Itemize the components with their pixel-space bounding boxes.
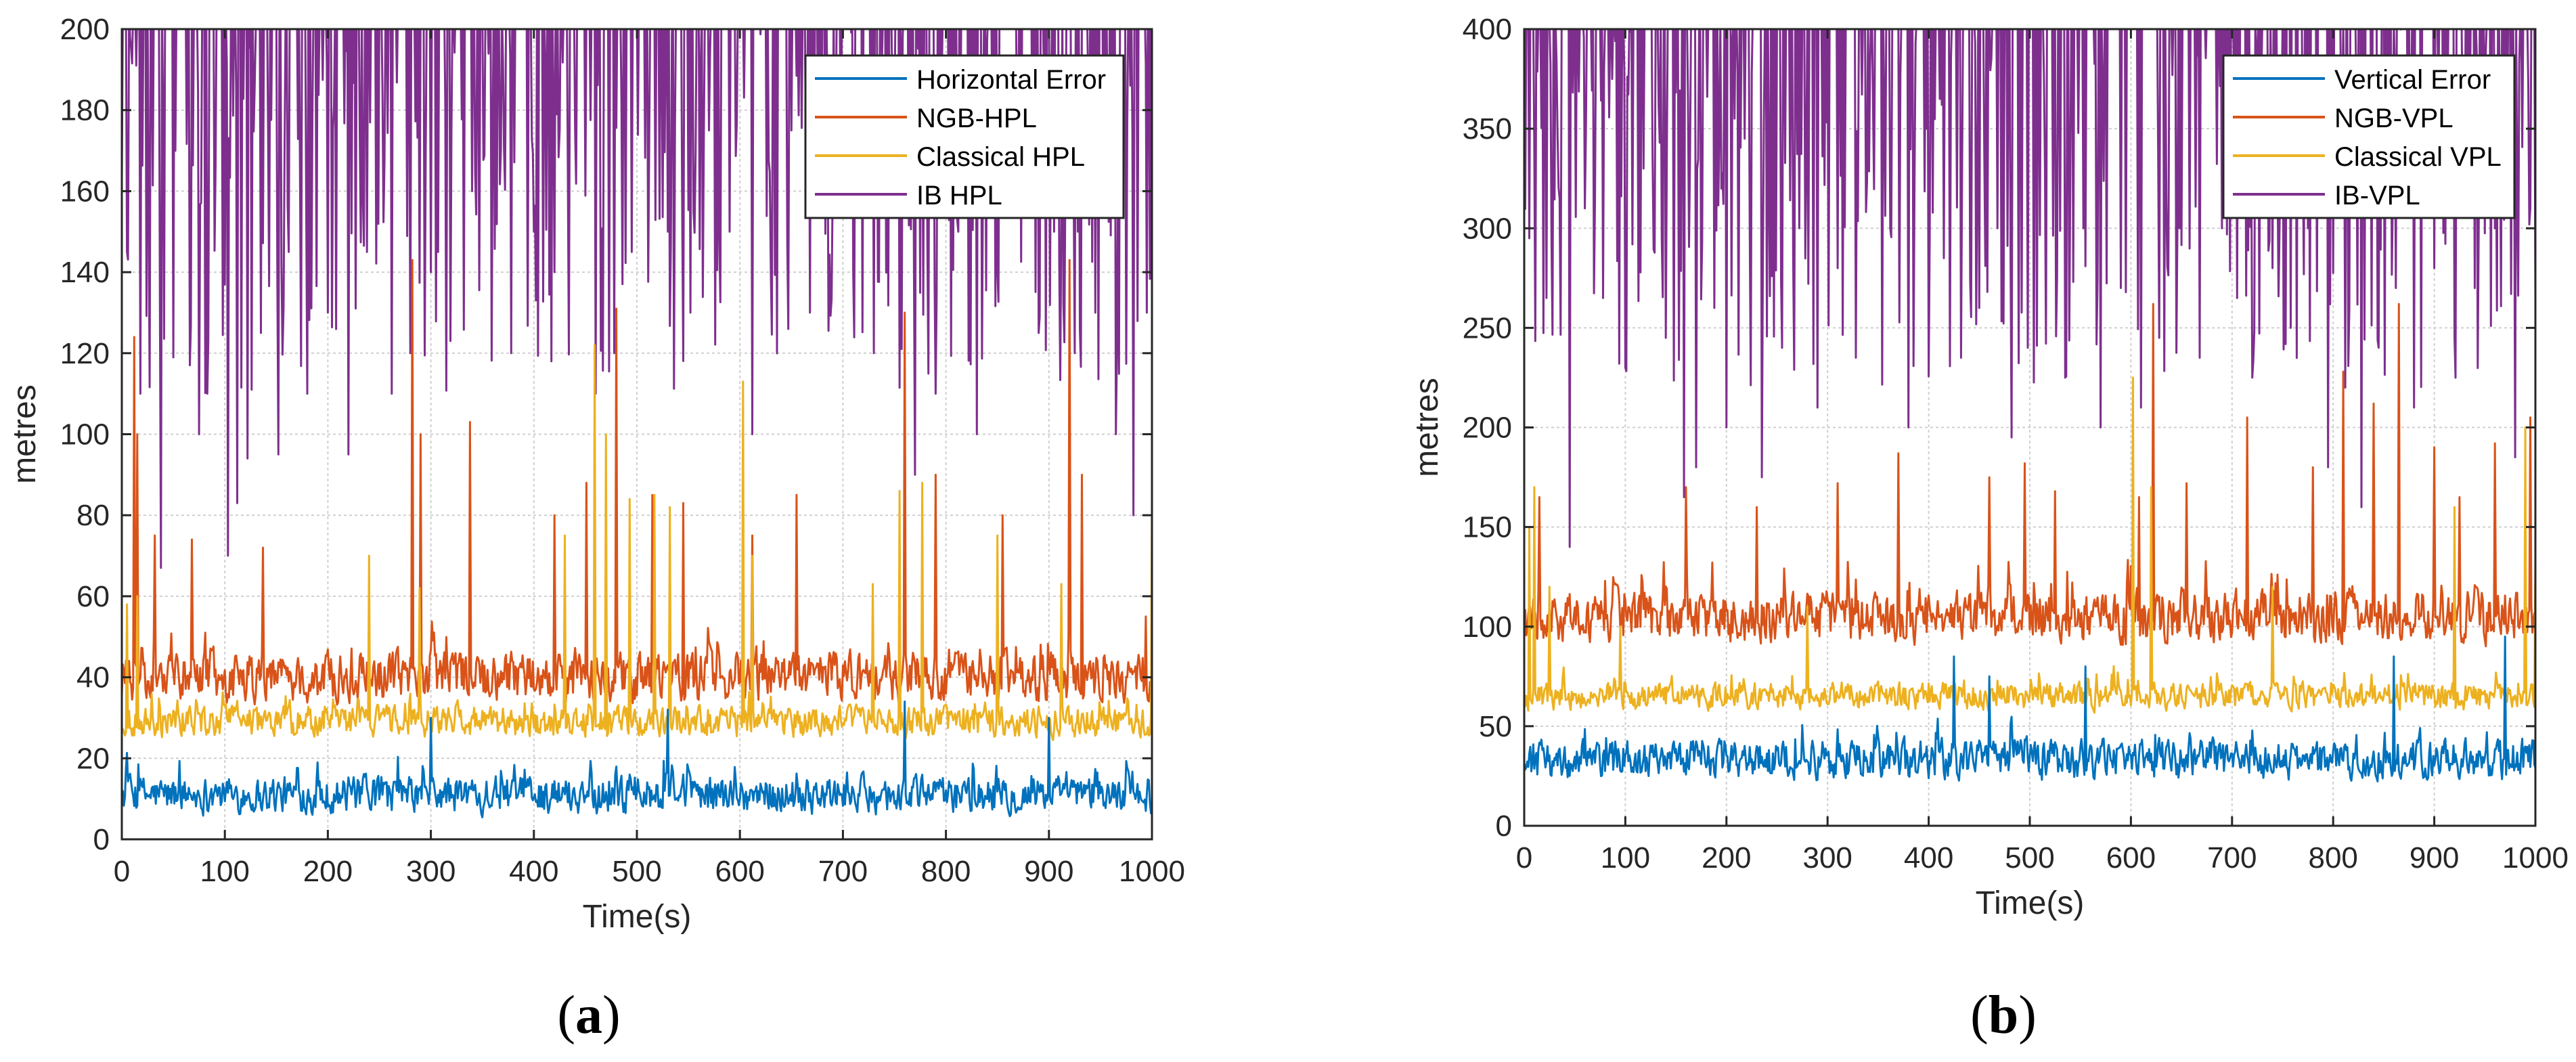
legend: Vertical Error NGB-VPL Classical VPL IB-VPL [2222,54,2516,219]
y-tick-label: 180 [60,94,110,127]
y-tick-label: 100 [1463,611,1512,644]
chart-b: 0 100 200 300 400 500 600 700 800 900 1000 0 50 100 15… [1409,13,2569,921]
y-axis-label: metres [1409,378,1445,477]
x-tick-label: 900 [1024,855,1073,888]
series-line-classical-vpl [1524,376,2535,714]
series-line-ngb-vpl [1524,303,2535,648]
x-tick-label: 1000 [2502,841,2569,875]
legend-entry-label: Vertical Error [2334,65,2491,95]
x-tick-label: 900 [2410,841,2459,875]
x-tick-label: 1000 [1119,855,1185,888]
y-tick-label: 350 [1463,112,1512,146]
y-tick-label: 120 [60,337,110,370]
y-tick-label: 50 [1479,710,1512,743]
y-tick-label: 160 [60,175,110,208]
chart-a: 0 100 200 300 400 500 600 700 800 900 1000 0 20 40 60 8… [7,13,1185,935]
x-tick-label: 0 [1516,841,1532,875]
y-tick-label: 100 [60,418,110,451]
x-tick-label: 200 [1702,841,1751,875]
x-tick-label: 600 [2106,841,2156,875]
x-tick-label: 300 [406,855,456,888]
y-tick-label: 140 [60,256,110,289]
legend-entry-label: IB HPL [916,181,1002,211]
x-tick-label: 500 [612,855,661,888]
series-line-horizontal-error [122,701,1152,818]
legend-box [804,54,1125,219]
series-line-ngb-hpl [122,259,1152,707]
y-tick-label: 400 [1463,13,1512,46]
x-tick-label: 800 [921,855,971,888]
series-line-vertical-error [1524,636,2535,782]
x-axis-label: Time(s) [1976,885,2085,921]
x-tick-label: 700 [818,855,868,888]
x-tick-label: 400 [509,855,558,888]
legend-entry-label: IB-VPL [2334,181,2420,211]
legend-entry-label: NGB-HPL [916,104,1037,133]
x-tick-label: 700 [2207,841,2257,875]
panel-caption-letter-b: b [1988,986,2019,1045]
x-tick-label: 500 [2005,841,2054,875]
y-tick-label: 80 [76,499,110,532]
y-tick-label: 0 [93,823,110,856]
x-tick-label: 100 [200,855,249,888]
legend-entry-label: Classical VPL [2334,142,2502,172]
y-tick-label: 150 [1463,511,1512,544]
x-tick-label: 800 [2308,841,2357,875]
y-tick-label: 20 [76,742,110,775]
legend-entry-label: Horizontal Error [916,65,1106,95]
x-tick-label: 0 [114,855,130,888]
y-tick-label: 0 [1496,810,1512,843]
y-tick-label: 300 [1463,212,1512,245]
series-line-classical-hpl [122,344,1152,741]
x-tick-label: 400 [1904,841,1953,875]
legend-entry-label: NGB-VPL [2334,104,2453,133]
y-tick-label: 40 [76,661,110,694]
legend-entry-label: Classical HPL [916,142,1085,172]
y-axis-label: metres [7,384,43,484]
y-tick-label: 200 [60,13,110,46]
panel-caption-b: (b) [1970,986,2037,1045]
legend-box [2222,54,2516,219]
panel-caption-a: (a) [557,986,621,1045]
panel-caption-letter-a: a [575,986,602,1045]
x-tick-label: 200 [303,855,353,888]
x-axis-label: Time(s) [583,899,692,935]
x-tick-label: 300 [1802,841,1852,875]
y-tick-label: 200 [1463,412,1512,445]
y-tick-label: 250 [1463,311,1512,345]
x-tick-label: 600 [715,855,764,888]
y-tick-label: 60 [76,580,110,613]
x-tick-label: 100 [1601,841,1650,875]
legend: Horizontal Error NGB-HPL Classical HPL IB H… [804,54,1125,219]
